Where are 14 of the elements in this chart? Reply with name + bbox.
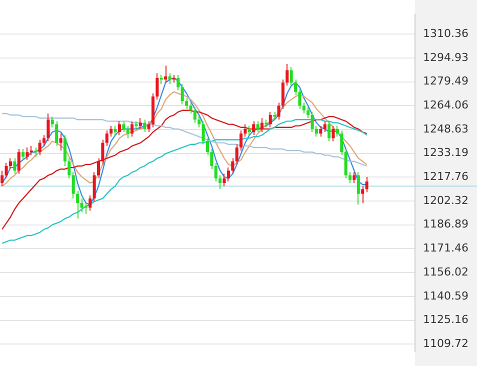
y-tick-label: 1140.59 <box>423 289 468 302</box>
y-tick-label: 1125.16 <box>423 313 468 326</box>
y-tick-label: 1248.63 <box>423 122 468 136</box>
y-tick-label: 1186.89 <box>423 218 468 231</box>
y-tick-label: 1264.06 <box>423 98 468 112</box>
y-tick-label: 1171.46 <box>423 242 468 255</box>
y-tick-label: 1294.93 <box>423 50 468 64</box>
y-tick-label: 1217.76 <box>423 170 468 184</box>
y-tick-label: 1202.32 <box>423 194 468 207</box>
y-tick-label: 1233.19 <box>423 146 468 160</box>
y-tick-label: 1156.02 <box>423 265 468 278</box>
y-tick-label: 1310.36 <box>423 26 468 40</box>
y-tick-label: 1279.49 <box>423 74 468 88</box>
y-tick-label: 1109.72 <box>423 336 468 350</box>
